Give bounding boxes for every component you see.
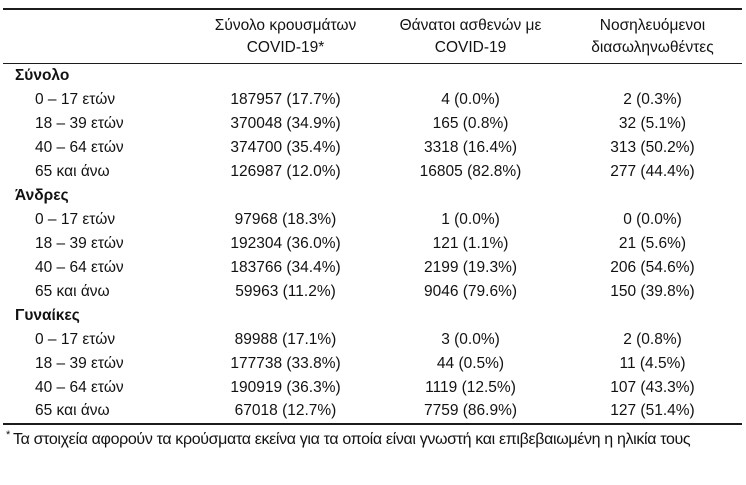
table-row: 40 – 64 ετών 183766 (34.4%) 2199 (19.3%) 20… xyxy=(3,256,742,280)
col-header-total-cases: Σύνολο κρουσμάτων COVID-19* xyxy=(193,9,378,64)
intubated-cell: 21 (5.6%) xyxy=(618,234,687,252)
table-row: 18 – 39 ετών 370048 (34.9%) 165 (0.8%) 32 (… xyxy=(3,112,742,136)
covid19-age-table-container: Σύνολο κρουσμάτων COVID-19* Θάνατοι ασθε… xyxy=(3,8,742,425)
table-row: 40 – 64 ετών 374700 (35.4%) 3318 (16.4%) 31… xyxy=(3,136,742,160)
col-header-deaths-line2: COVID-19 xyxy=(434,38,507,56)
table-row: 65 και άνω 59963 (11.2%) 9046 (79.6%) 150 (… xyxy=(3,280,742,304)
group-header-row: Σύνολο xyxy=(3,64,742,88)
footnote-text: Τα στοιχεία αφορούν τα κρούσματα εκείνα … xyxy=(12,431,691,448)
cases-cell: 67018 (12.7%) xyxy=(234,402,337,419)
table-row: 40 – 64 ετών 190919 (36.3%) 1119 (12.5%) 10… xyxy=(3,376,742,400)
age-label: 65 και άνω xyxy=(35,402,110,419)
cases-cell: 187957 (17.7%) xyxy=(230,90,341,108)
table-header: Σύνολο κρουσμάτων COVID-19* Θάνατοι ασθε… xyxy=(3,9,742,64)
col-header-intubated: Νοσηλευόμενοι διασωληνωθέντες xyxy=(563,9,742,64)
col-header-deaths-line1: Θάνατοι ασθενών με xyxy=(399,17,542,34)
deaths-cell: 2199 (19.3%) xyxy=(423,258,518,276)
table-row: 0 – 17 ετών 89988 (17.1%) 3 (0.0%) 2 (0.8%) xyxy=(3,328,742,352)
col-header-deaths: Θάνατοι ασθενών με COVID-19 xyxy=(378,9,563,64)
group-header-row: Γυναίκες xyxy=(3,304,742,328)
cases-cell: 59963 (11.2%) xyxy=(235,282,336,300)
intubated-cell: 313 (50.2%) xyxy=(610,138,695,156)
age-label: 40 – 64 ετών xyxy=(35,138,124,156)
deaths-cell: 4 (0.0%) xyxy=(441,90,500,108)
deaths-cell: 16805 (82.8%) xyxy=(419,162,522,180)
group-label: Σύνολο xyxy=(15,66,70,84)
table-row: 65 και άνω 67018 (12.7%) 7759 (86.9%) 127 (… xyxy=(3,400,742,424)
age-label: 40 – 64 ετών xyxy=(35,378,124,396)
table-row: 18 – 39 ετών 177738 (33.8%) 44 (0.5%) 11 (4… xyxy=(3,352,742,376)
table-row: 0 – 17 ετών 187957 (17.7%) 4 (0.0%) 2 (0.3%… xyxy=(3,88,742,112)
col-header-total-cases-line2: COVID-19* xyxy=(246,38,325,56)
footnote-asterisk: * xyxy=(6,428,10,441)
intubated-cell: 2 (0.8%) xyxy=(623,330,682,348)
table-body: Σύνολο 0 – 17 ετών 187957 (17.7%) 4 (0.0%) 2… xyxy=(3,64,742,424)
deaths-cell: 9046 (79.6%) xyxy=(423,282,518,300)
deaths-cell: 121 (1.1%) xyxy=(432,234,509,252)
age-label: 18 – 39 ετών xyxy=(35,354,124,372)
cases-cell: 89988 (17.1%) xyxy=(234,330,337,348)
intubated-cell: 32 (5.1%) xyxy=(618,114,687,132)
intubated-cell: 127 (51.4%) xyxy=(610,402,695,419)
intubated-cell: 107 (43.3%) xyxy=(610,378,695,396)
deaths-cell: 3318 (16.4%) xyxy=(423,138,518,156)
table-row: 18 – 39 ετών 192304 (36.0%) 121 (1.1%) 21 (… xyxy=(3,232,742,256)
deaths-cell: 165 (0.8%) xyxy=(432,114,509,132)
col-header-total-cases-line1: Σύνολο κρουσμάτων xyxy=(214,17,357,34)
deaths-cell: 3 (0.0%) xyxy=(441,330,500,348)
deaths-cell: 7759 (86.9%) xyxy=(423,402,518,419)
cases-cell: 192304 (36.0%) xyxy=(230,234,341,252)
cases-cell: 177738 (33.8%) xyxy=(230,354,341,372)
cases-cell: 190919 (36.3%) xyxy=(230,378,341,396)
deaths-cell: 44 (0.5%) xyxy=(436,354,505,372)
cases-cell: 370048 (34.9%) xyxy=(230,114,341,132)
intubated-cell: 150 (39.8%) xyxy=(610,282,695,300)
intubated-cell: 206 (54.6%) xyxy=(610,258,695,276)
age-label: 18 – 39 ετών xyxy=(35,234,124,252)
cases-cell: 374700 (35.4%) xyxy=(230,138,341,156)
age-label: 0 – 17 ετών xyxy=(35,330,116,348)
age-label: 65 και άνω xyxy=(35,282,110,300)
cases-cell: 97968 (18.3%) xyxy=(234,210,337,228)
age-label: 0 – 17 ετών xyxy=(35,210,116,228)
col-header-intubated-line1: Νοσηλευόμενοι xyxy=(599,17,706,34)
age-label: 0 – 17 ετών xyxy=(35,90,116,108)
age-label: 18 – 39 ετών xyxy=(35,114,124,132)
col-header-empty xyxy=(3,9,193,64)
covid19-age-distribution-table: Σύνολο κρουσμάτων COVID-19* Θάνατοι ασθε… xyxy=(3,8,742,425)
cases-cell: 183766 (34.4%) xyxy=(230,258,341,276)
group-header-row: Άνδρες xyxy=(3,184,742,208)
age-label: 40 – 64 ετών xyxy=(35,258,124,276)
intubated-cell: 2 (0.3%) xyxy=(623,90,682,108)
deaths-cell: 1 (0.0%) xyxy=(441,210,500,228)
intubated-cell: 11 (4.5%) xyxy=(619,354,686,372)
intubated-cell: 0 (0.0%) xyxy=(623,210,682,228)
deaths-cell: 1119 (12.5%) xyxy=(425,378,516,396)
intubated-cell: 277 (44.4%) xyxy=(610,162,695,180)
footnote: * Τα στοιχεία αφορούν τα κρούσματα εκείνα… xyxy=(6,428,742,450)
table-row: 65 και άνω 126987 (12.0%) 16805 (82.8%) 277… xyxy=(3,160,742,184)
cases-cell: 126987 (12.0%) xyxy=(230,162,341,180)
age-label: 65 και άνω xyxy=(35,162,110,180)
group-label: Άνδρες xyxy=(15,186,69,204)
table-row: 0 – 17 ετών 97968 (18.3%) 1 (0.0%) 0 (0.0%) xyxy=(3,208,742,232)
group-label: Γυναίκες xyxy=(15,306,80,324)
col-header-intubated-line2: διασωληνωθέντες xyxy=(591,38,714,56)
header-row: Σύνολο κρουσμάτων COVID-19* Θάνατοι ασθε… xyxy=(3,9,742,64)
